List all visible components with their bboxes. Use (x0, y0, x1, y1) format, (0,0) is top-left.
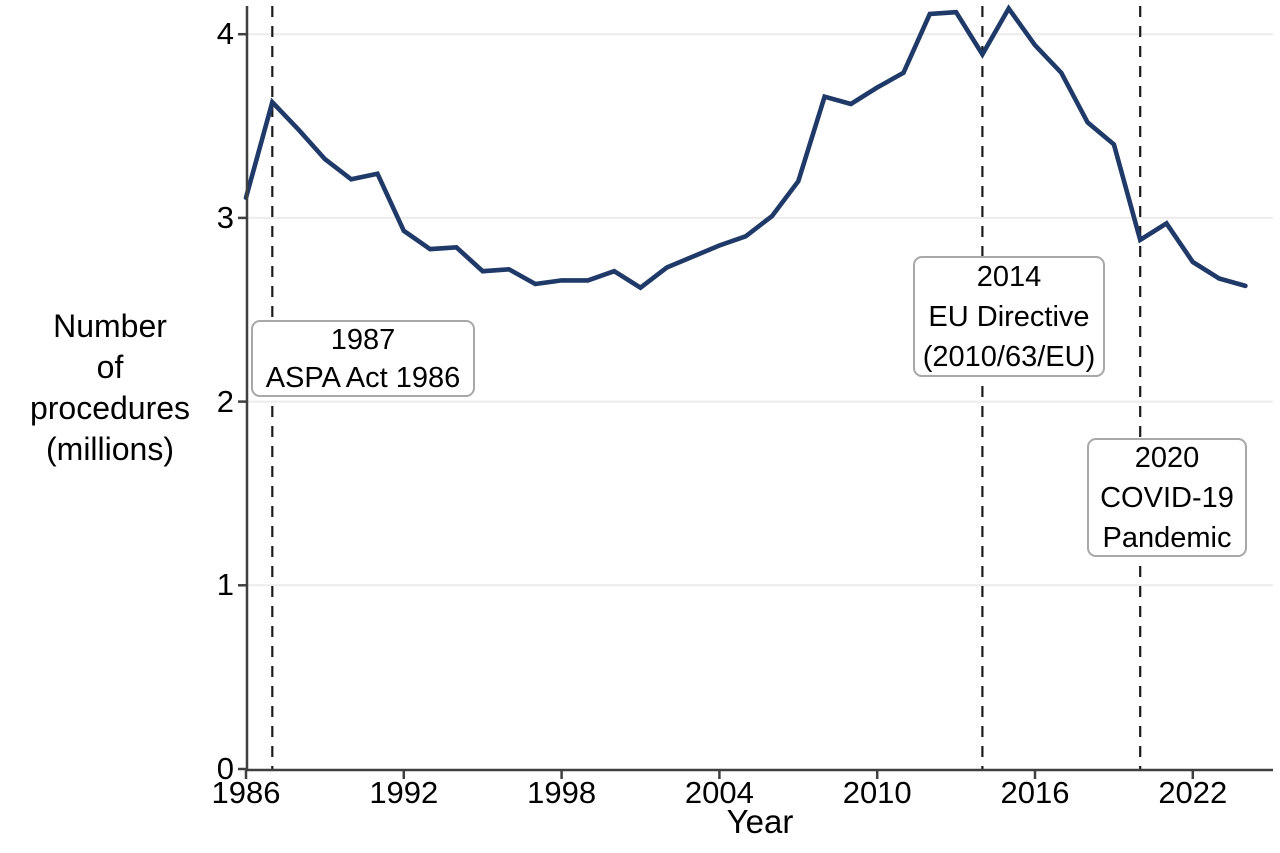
annotation-line: 2014 (976, 260, 1042, 293)
x-tick-label-2016: 2016 (1000, 775, 1070, 810)
annotation-box-covid-pandemic: 2020 COVID-19 Pandemic (1087, 438, 1247, 557)
x-tick-label-2004: 2004 (684, 775, 754, 810)
annotation-line: COVID-19 (1100, 481, 1234, 514)
annotation-box-eu-directive: 2014 EU Directive (2010/63/EU) (913, 256, 1105, 377)
gridlines (247, 33, 1273, 587)
annotation-line: ASPA Act 1986 (265, 361, 461, 394)
y-axis-title-line: (millions) (46, 431, 174, 467)
annotation-line: Pandemic (1102, 521, 1232, 554)
annotation-line: EU Directive (928, 300, 1090, 333)
y-tick-label-4: 4 (216, 16, 234, 52)
annotation-line: (2010/63/EU) (922, 340, 1096, 373)
x-tick-label-1992: 1992 (369, 775, 439, 810)
y-axis-title-line: Number (53, 308, 167, 344)
annotation-box-aspa-act: 1987 ASPA Act 1986 (251, 320, 475, 397)
y-tick-label-3: 3 (216, 199, 234, 235)
y-axis-title: Number of procedures (millions) (4, 306, 216, 470)
procedures-line-series (243, 4, 1248, 291)
y-tick-label-2: 2 (216, 383, 234, 419)
y-axis-title-line: procedures (29, 390, 191, 426)
x-tick-label-1986: 1986 (211, 775, 281, 810)
x-tick-label-1998: 1998 (527, 775, 597, 810)
x-tick-label-2022: 2022 (1158, 775, 1228, 810)
y-tick-label-1: 1 (216, 567, 234, 603)
axes-and-ticks (238, 6, 1273, 779)
y-axis-title-line: of (96, 349, 124, 385)
data-series (243, 4, 1248, 291)
x-axis-title: Year (726, 803, 794, 840)
y-tick-label-0: 0 (216, 751, 234, 786)
annotation-line: 1987 (330, 323, 396, 356)
x-tick-label-2010: 2010 (842, 775, 912, 810)
annotation-line: 2020 (1134, 441, 1200, 474)
